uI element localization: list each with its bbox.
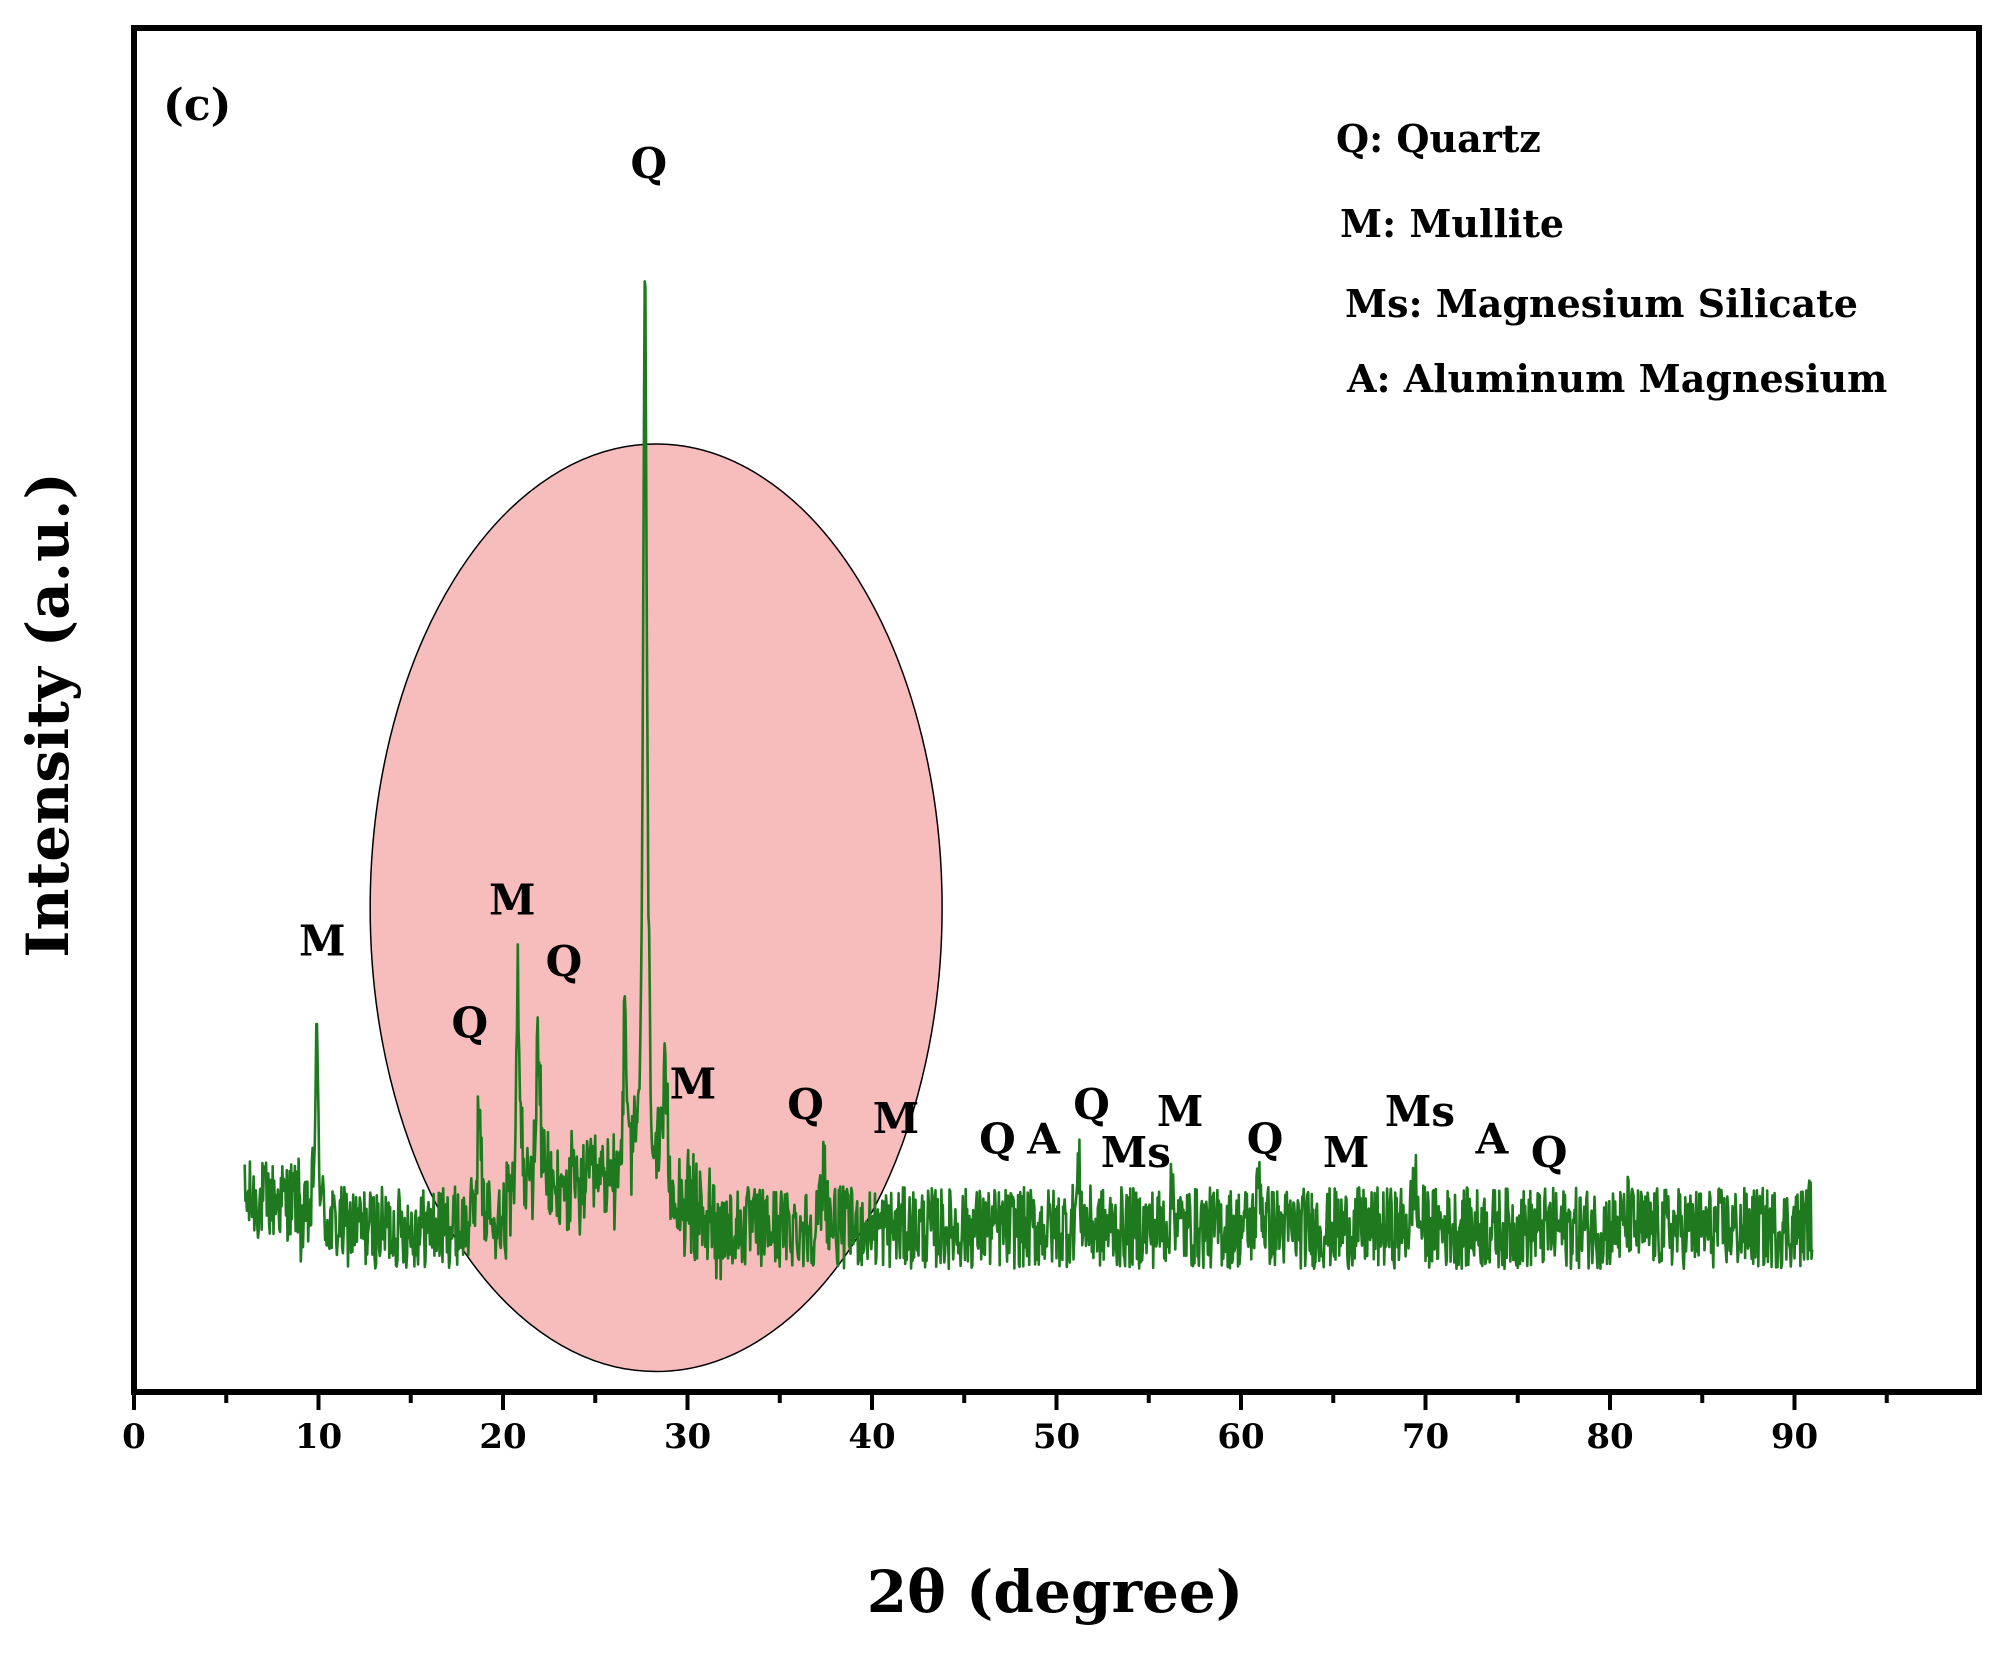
legend-item-aluminum-magnesium: A: Aluminum Magnesium bbox=[1346, 356, 1887, 401]
peak-label: M bbox=[299, 917, 346, 966]
y-axis-label: Intensity (a.u.) bbox=[14, 472, 82, 958]
legend-item-magnesium-silicate: Ms: Magnesium Silicate bbox=[1345, 281, 1858, 326]
x-tick-label: 30 bbox=[664, 1417, 711, 1457]
series-line-xrd-pattern bbox=[243, 280, 1814, 1281]
x-tick-label: 40 bbox=[848, 1417, 895, 1457]
highlight-ellipse bbox=[369, 443, 943, 1373]
peak-label: A bbox=[1475, 1114, 1510, 1163]
peak-label: Q bbox=[546, 937, 583, 986]
x-axis-tick-labels: 0 10 20 30 40 50 60 70 80 90 bbox=[122, 1417, 1818, 1457]
peak-label: M bbox=[489, 876, 536, 925]
panel-label: (c) bbox=[163, 80, 231, 131]
peak-label: Ms bbox=[1101, 1128, 1171, 1177]
x-tick-label: 70 bbox=[1402, 1417, 1449, 1457]
peak-label: M bbox=[670, 1060, 717, 1109]
legend: Q: Quartz M: Mullite Ms: Magnesium Silic… bbox=[1336, 116, 1887, 401]
x-tick-label: 0 bbox=[122, 1417, 146, 1457]
peak-label: Q bbox=[787, 1080, 824, 1129]
x-tick-label: 10 bbox=[295, 1417, 342, 1457]
legend-item-mullite: M: Mullite bbox=[1340, 201, 1564, 246]
peak-label: Ms bbox=[1385, 1087, 1455, 1136]
peak-label: Q bbox=[1073, 1080, 1110, 1129]
x-tick-label: 80 bbox=[1586, 1417, 1633, 1457]
peak-label: Q bbox=[1247, 1114, 1284, 1163]
x-tick-label: 50 bbox=[1033, 1417, 1080, 1457]
peak-label: Q bbox=[451, 998, 488, 1047]
x-axis-label: 2θ (degree) bbox=[867, 1558, 1244, 1626]
x-tick-label: 90 bbox=[1771, 1417, 1818, 1457]
x-tick-label: 20 bbox=[479, 1417, 526, 1457]
x-tick-label: 60 bbox=[1217, 1417, 1264, 1457]
legend-item-quartz: Q: Quartz bbox=[1336, 116, 1541, 161]
peak-label: M bbox=[1323, 1128, 1370, 1177]
peak-label: A bbox=[1026, 1114, 1061, 1163]
peak-label: Q bbox=[630, 139, 667, 188]
peak-label: Q bbox=[1531, 1128, 1568, 1177]
peak-label: M bbox=[1157, 1087, 1204, 1136]
peak-label: M bbox=[873, 1094, 920, 1143]
peak-label: Q bbox=[979, 1114, 1016, 1163]
x-axis-ticks bbox=[132, 1392, 1889, 1410]
